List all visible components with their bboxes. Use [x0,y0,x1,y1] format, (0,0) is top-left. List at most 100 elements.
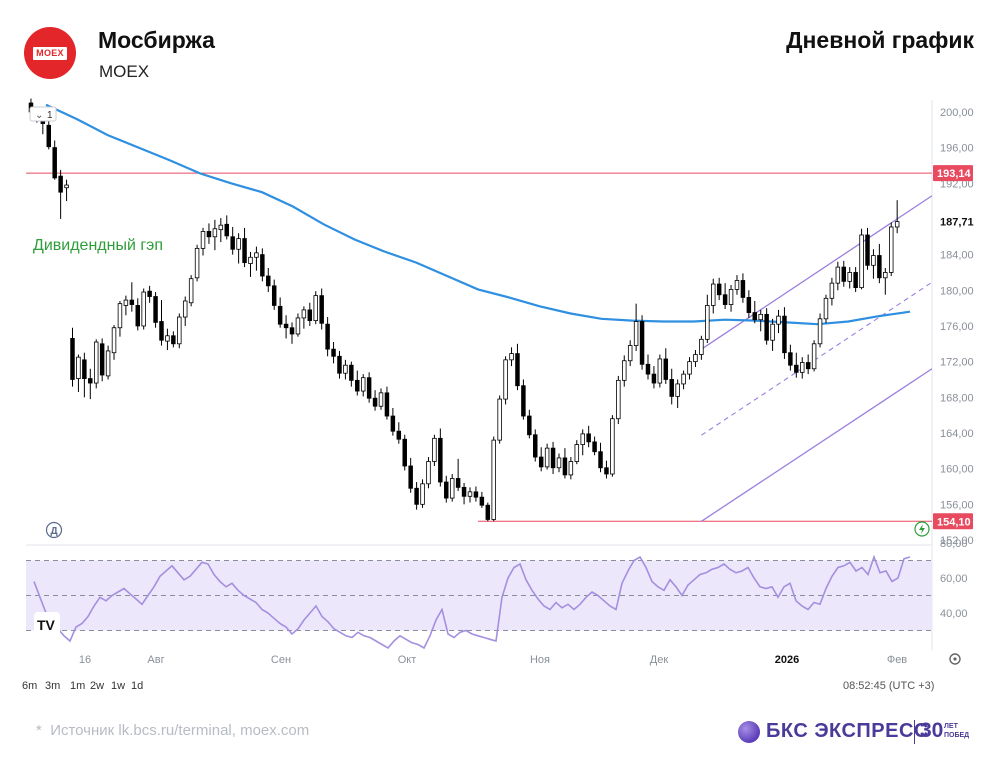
bcs-logo-divider [914,720,915,744]
settings-icon[interactable] [949,653,961,665]
candle-body [432,437,437,462]
timeframe-1d[interactable]: 1d [131,680,143,692]
candle-body [426,461,431,485]
timeframe-3m[interactable]: 3m [45,680,60,692]
candle-body [206,231,212,238]
candle-body [479,496,485,506]
candle-body [811,343,817,370]
regression-channel [701,195,933,522]
candle-body [277,305,283,325]
candle-body [46,124,52,148]
candle-body [283,323,289,329]
candle-body [888,226,894,273]
candle-body [550,447,556,469]
candle-body [823,297,829,320]
timeframe-1w[interactable]: 1w [111,680,125,692]
candle-body [260,254,265,277]
timeframe-2w[interactable]: 2w [90,680,104,692]
candle-body [716,283,722,296]
candle-body [248,256,253,264]
level-badge-resistance [933,165,973,182]
candle-body [616,379,621,420]
candle-body [865,234,870,266]
candle-body [722,294,728,305]
candle-body [515,353,520,387]
candle-body [699,338,704,355]
time-tick: 2026 [775,654,799,666]
candle-body [622,360,627,381]
candle-body [384,392,390,417]
candle-body [877,255,882,279]
candle-body [467,491,473,497]
candle-body [212,228,218,238]
candle-body [847,272,852,282]
candle-body [159,321,164,341]
price-tick: 180,00 [940,285,974,297]
price-grid [26,100,933,650]
candle-body [776,315,781,325]
candle-body [378,392,384,407]
candle-body [580,433,585,445]
candle-body [633,321,639,346]
rsi-line [33,554,911,650]
candle-body [746,297,752,313]
candle-body [224,223,229,237]
candle-body [58,175,63,193]
candle-body [88,378,93,384]
price-tick: 152,00 [940,535,974,547]
chart-widgets: ⌄ 1 Д TV [29,106,961,665]
candle-body [194,247,200,279]
price-tick: 176,00 [940,321,974,333]
clock-readout: 08:52:45 (UTC +3) [843,680,934,692]
candle-body [82,359,87,379]
candle-body [111,327,117,354]
candle-body [271,285,277,306]
candle-body [165,335,170,342]
candle-body [894,221,900,228]
candle-body [711,283,716,306]
time-tick: Окт [398,654,417,666]
rsi-tick: 60,00 [940,573,968,585]
rsi-pane: 80,00 60,00 40,00 [26,538,968,650]
candle-body [871,255,876,266]
price-axis: 200,00 196,00 192,00 187,71 184,00 180,00 176,… [933,107,974,547]
candle-body [527,415,532,436]
candle-body [408,465,413,489]
candle-body [829,282,835,299]
candle-body [805,362,811,370]
candle-body [639,321,645,365]
pane-collapse-button[interactable] [29,106,57,122]
candle-body [396,430,402,440]
candle-body [301,309,307,319]
candle-body [420,483,425,505]
timeframe-6m[interactable]: 6m [22,680,37,692]
candle-body [129,299,135,305]
candle-body [675,383,680,397]
candle-body [764,313,769,341]
candle-body [372,397,378,407]
ticker-symbol: MOEX [99,62,150,81]
company-name: Мосбиржа [98,27,215,53]
candle-body [645,363,651,375]
candlesticks [28,98,900,522]
time-tick: 16 [79,654,91,666]
candle-body [337,355,342,374]
time-axis: 16 Авг Сен Окт Ноя Дек 2026 Фев [79,654,907,666]
candle-body [236,238,241,250]
level-label-support: 154,10 [937,516,971,528]
bcs-years-line2: ПОБЕД [944,732,970,739]
candle-body [123,299,129,306]
candle-body [313,295,318,322]
time-tick: Сен [271,654,291,666]
candle-body [491,439,496,520]
candle-body [592,441,597,453]
timeframe-1m[interactable]: 1m [70,680,85,692]
time-tick: Ноя [530,654,550,666]
price-tick: 168,00 [940,392,974,404]
candle-body [758,313,763,321]
price-tick: 156,00 [940,499,974,511]
candle-body [141,291,146,327]
candle-body [657,358,663,384]
candle-body [307,309,313,322]
